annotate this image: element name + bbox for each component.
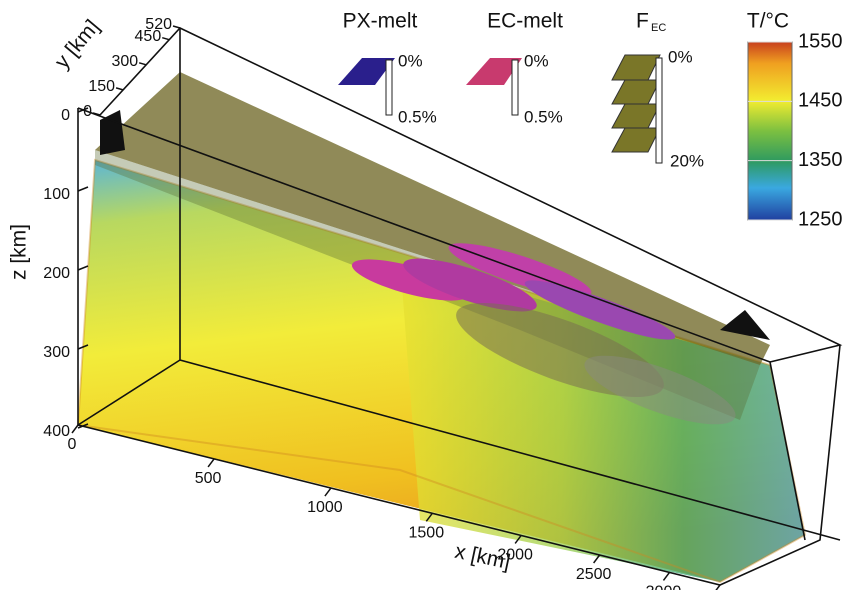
x-axis-label: x [km]	[453, 540, 513, 574]
colorbar: T/°C 1550 1450 1350 1250	[747, 10, 843, 231]
colorbar-tick-label: 1550	[798, 30, 843, 52]
x-tick	[714, 585, 720, 590]
legend-subscript: EC	[651, 22, 666, 34]
figure: 0500100015002000250030003400010020030040…	[0, 0, 866, 590]
x-tick	[208, 459, 214, 467]
x-tick-label: 500	[195, 470, 222, 487]
colorbar-title: T/°C	[747, 10, 789, 33]
legend-high: 0.5%	[398, 107, 437, 126]
legend: PX-melt 0% 0.5% EC-melt 0% 0.5% F EC 0% …	[338, 10, 704, 171]
y-tick	[139, 63, 146, 65]
x-tick-label: 3000	[646, 584, 682, 590]
colorbar-bar	[748, 42, 792, 220]
x-tick	[663, 572, 669, 580]
legend-low: 0%	[398, 51, 423, 70]
legend-title: F	[636, 10, 649, 33]
z-tick-label: 100	[43, 186, 70, 203]
y-tick-label: 520	[145, 16, 172, 33]
y-tick-label: 300	[111, 53, 138, 70]
colorbar-tick-label: 1350	[798, 149, 843, 171]
legend-title: EC-melt	[487, 10, 563, 33]
z-tick	[78, 187, 88, 191]
z-axis-label: z [km]	[8, 224, 31, 280]
y-tick-label: 150	[88, 78, 115, 95]
y-tick	[162, 38, 169, 40]
legend-low: 0%	[524, 51, 549, 70]
x-tick-label: 1500	[409, 525, 445, 542]
z-tick-label: 400	[43, 423, 70, 440]
x-tick	[72, 425, 78, 433]
y-tick	[116, 88, 123, 90]
legend-title: PX-melt	[343, 10, 418, 33]
legend-high: 0.5%	[524, 107, 563, 126]
x-tick-label: 1000	[307, 499, 343, 516]
y-tick	[173, 26, 180, 28]
z-tick-label: 200	[43, 265, 70, 282]
z-tick-label: 0	[61, 107, 70, 124]
x-tick-label: 2500	[576, 566, 612, 583]
y-axis-label: y [km]	[50, 16, 104, 74]
legend-high: 20%	[670, 151, 704, 170]
colorbar-tick-label: 1450	[798, 90, 843, 112]
z-tick-label: 300	[43, 344, 70, 361]
y-tick-label: 0	[83, 103, 92, 120]
z-tick	[78, 266, 88, 270]
legend-low: 0%	[668, 47, 693, 66]
colorbar-tick-label: 1250	[798, 208, 843, 230]
x-tick	[325, 488, 331, 496]
